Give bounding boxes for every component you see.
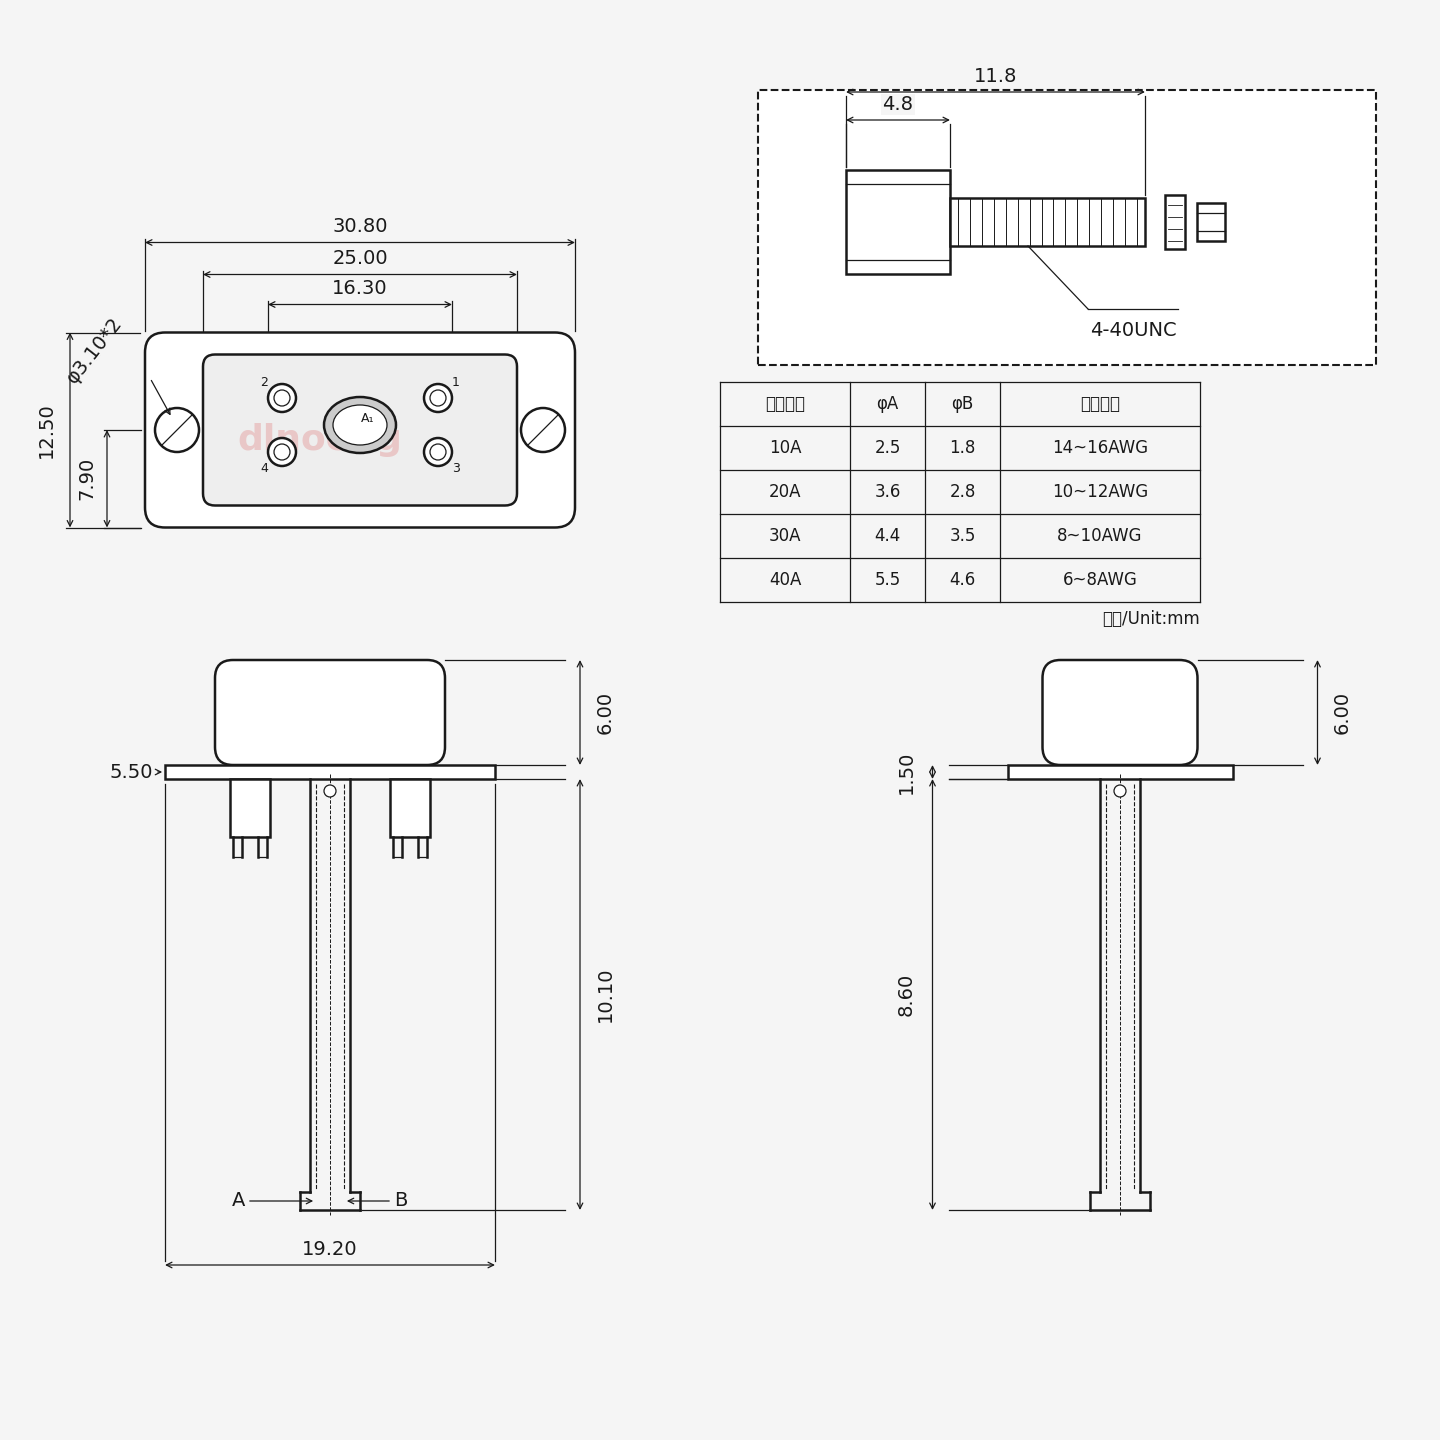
Text: 25.00: 25.00 — [333, 249, 387, 268]
Text: 2: 2 — [261, 376, 268, 389]
Circle shape — [156, 408, 199, 452]
Ellipse shape — [333, 405, 387, 445]
Text: 11.8: 11.8 — [973, 68, 1017, 86]
FancyBboxPatch shape — [215, 660, 445, 765]
Circle shape — [431, 444, 446, 459]
Text: 12.50: 12.50 — [36, 402, 56, 458]
Text: B: B — [395, 1191, 408, 1211]
Bar — [1008, 765, 1233, 779]
Text: A: A — [232, 1191, 245, 1211]
Text: 4.4: 4.4 — [874, 527, 900, 544]
Circle shape — [521, 408, 564, 452]
Bar — [1197, 203, 1225, 240]
Circle shape — [431, 390, 446, 406]
Bar — [847, 170, 950, 274]
Text: 2.5: 2.5 — [874, 439, 900, 456]
Bar — [757, 89, 1377, 364]
Circle shape — [423, 384, 452, 412]
Ellipse shape — [324, 397, 396, 454]
Text: dlnoeng: dlnoeng — [238, 423, 402, 456]
Text: 40A: 40A — [769, 572, 801, 589]
Text: 线材规格: 线材规格 — [1080, 395, 1120, 413]
Text: 20A: 20A — [769, 482, 801, 501]
Bar — [390, 779, 431, 837]
Text: 7.90: 7.90 — [78, 456, 96, 500]
Text: 6.00: 6.00 — [1333, 691, 1352, 734]
Circle shape — [274, 390, 289, 406]
Text: 1.8: 1.8 — [949, 439, 976, 456]
Circle shape — [274, 444, 289, 459]
Text: 30A: 30A — [769, 527, 801, 544]
Text: 1.50: 1.50 — [897, 750, 916, 793]
Text: 16.30: 16.30 — [333, 279, 387, 298]
Circle shape — [268, 438, 297, 467]
Text: 6.00: 6.00 — [596, 691, 615, 734]
Text: 8~10AWG: 8~10AWG — [1057, 527, 1143, 544]
Text: 1: 1 — [452, 376, 459, 389]
Text: 4.8: 4.8 — [883, 95, 913, 114]
Text: 19.20: 19.20 — [302, 1240, 357, 1259]
Text: 10A: 10A — [769, 439, 801, 456]
Text: 10.10: 10.10 — [596, 966, 615, 1022]
FancyBboxPatch shape — [1043, 660, 1198, 765]
Text: 3: 3 — [452, 461, 459, 475]
Text: 14~16AWG: 14~16AWG — [1053, 439, 1148, 456]
Text: 单位/Unit:mm: 单位/Unit:mm — [1102, 611, 1200, 628]
Text: φA: φA — [877, 395, 899, 413]
Text: 3.5: 3.5 — [949, 527, 976, 544]
Text: 额定电流: 额定电流 — [765, 395, 805, 413]
Text: φB: φB — [952, 395, 973, 413]
Text: 6~8AWG: 6~8AWG — [1063, 572, 1138, 589]
Text: 30.80: 30.80 — [333, 217, 387, 236]
Bar — [166, 765, 495, 779]
Text: 4: 4 — [261, 461, 268, 475]
Text: 5.50: 5.50 — [109, 763, 153, 782]
Bar — [950, 197, 1145, 246]
Text: 5.5: 5.5 — [874, 572, 900, 589]
Circle shape — [268, 384, 297, 412]
Circle shape — [423, 438, 452, 467]
FancyBboxPatch shape — [203, 354, 517, 505]
Bar — [230, 779, 271, 837]
FancyBboxPatch shape — [145, 333, 575, 527]
Text: 10~12AWG: 10~12AWG — [1051, 482, 1148, 501]
Text: 3.6: 3.6 — [874, 482, 900, 501]
Text: 2.8: 2.8 — [949, 482, 976, 501]
Text: A₁: A₁ — [361, 412, 374, 425]
Text: 4-40UNC: 4-40UNC — [1090, 321, 1176, 340]
Text: 4.6: 4.6 — [949, 572, 976, 589]
Bar — [1165, 194, 1185, 249]
Circle shape — [1115, 785, 1126, 796]
Circle shape — [324, 785, 336, 796]
Text: φ3.10*2: φ3.10*2 — [63, 314, 127, 387]
Text: 8.60: 8.60 — [897, 973, 916, 1017]
